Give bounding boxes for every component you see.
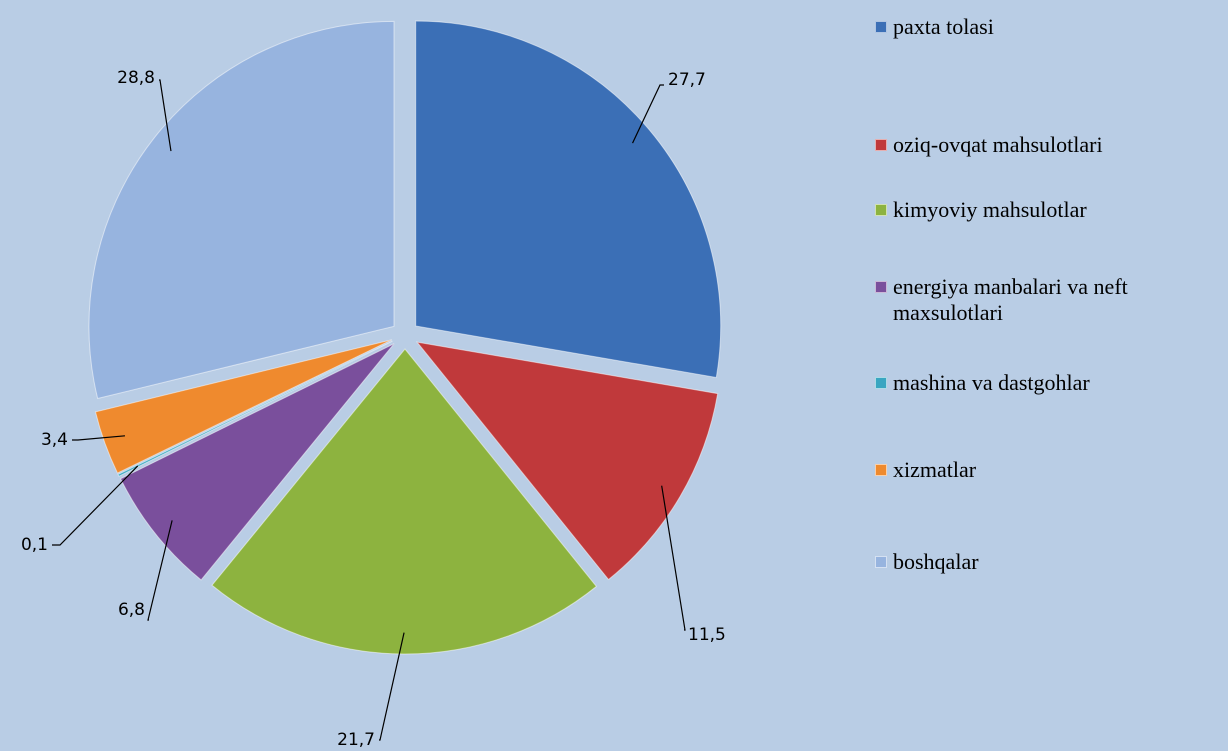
leader-line: [632, 84, 664, 144]
pie-slice: [415, 20, 722, 379]
pie-slice: [88, 20, 395, 400]
legend-swatch: [875, 281, 887, 293]
legend-swatch: [875, 21, 887, 33]
legend-item: energiya manbalari va neft maxsulotlari: [875, 274, 1205, 326]
legend-item: boshqalar: [875, 549, 1205, 575]
leader-line: [379, 632, 405, 741]
legend-item: mashina va dastgohlar: [875, 370, 1205, 396]
data-label: 3,4: [41, 430, 68, 450]
data-label: 27,7: [668, 70, 706, 90]
legend-label: energiya manbalari va neft maxsulotlari: [893, 274, 1128, 325]
legend-swatch: [875, 139, 887, 151]
legend-label: mashina va dastgohlar: [893, 370, 1090, 395]
leader-line: [52, 465, 139, 546]
data-label: 6,8: [118, 600, 145, 620]
legend-item: paxta tolasi: [875, 14, 1205, 40]
legend-label: oziq-ovqat mahsulotlari: [893, 132, 1103, 157]
legend-item: oziq-ovqat mahsulotlari: [875, 132, 1205, 158]
pie-slice: [415, 341, 719, 581]
legend-swatch: [875, 204, 887, 216]
pie-slice: [211, 348, 598, 655]
data-label: 28,8: [117, 68, 155, 88]
leader-line: [72, 435, 125, 441]
pie-slice: [94, 339, 393, 474]
leader-line: [661, 485, 686, 631]
pie-slice: [117, 340, 393, 477]
leader-line: [147, 520, 173, 621]
legend-label: kimyoviy mahsulotlar: [893, 197, 1087, 222]
legend-label: boshqalar: [893, 549, 979, 574]
legend-swatch: [875, 556, 887, 568]
legend-label: xizmatlar: [893, 457, 977, 482]
legend-item: kimyoviy mahsulotlar: [875, 197, 1205, 223]
legend-swatch: [875, 377, 887, 389]
legend-item: xizmatlar: [875, 457, 1205, 483]
data-label: 11,5: [688, 625, 726, 645]
legend-label: paxta tolasi: [893, 14, 994, 39]
data-label: 0,1: [21, 535, 48, 555]
pie-slice: [119, 343, 395, 581]
data-label: 21,7: [337, 730, 375, 750]
leader-line: [159, 79, 172, 152]
legend-swatch: [875, 464, 887, 476]
